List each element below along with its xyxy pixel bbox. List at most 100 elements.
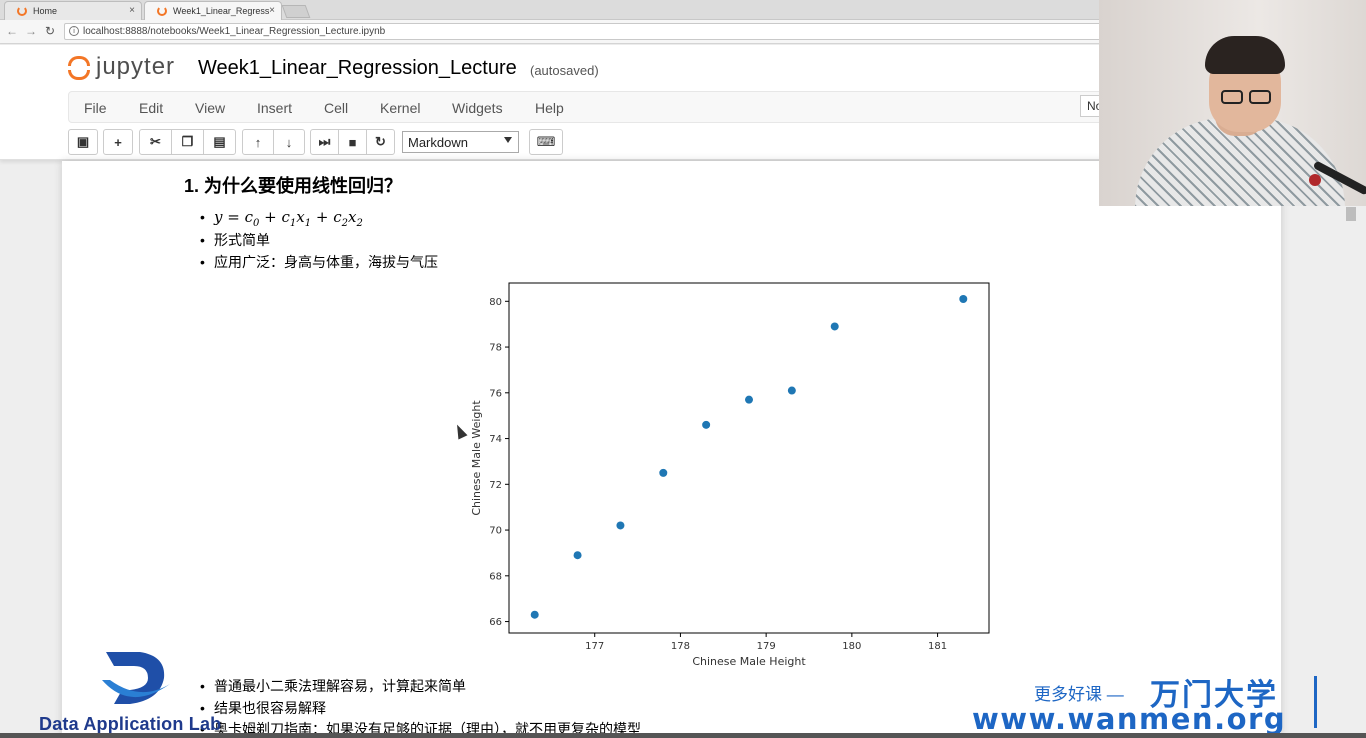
x-tick-label: 179	[757, 641, 776, 652]
menu-edit[interactable]: Edit	[139, 100, 164, 116]
clipboard-group: ✂ ❐ ▤	[139, 129, 236, 155]
scatter-point	[745, 395, 753, 404]
y-tick-label: 74	[489, 434, 502, 445]
list-item: • 形式简单	[200, 232, 270, 248]
jupyter-logo-icon[interactable]	[66, 54, 92, 84]
data-application-lab-logo-icon	[102, 652, 170, 704]
watermark-url: www.wanmen.org	[972, 702, 1287, 736]
list-item: • 应用广泛：身高与体重，海拔与气压	[200, 254, 438, 270]
step-forward-icon: ⏭	[318, 134, 331, 149]
menu-widgets[interactable]: Widgets	[452, 100, 503, 116]
notebook-title[interactable]: Week1_Linear_Regression_Lecture	[198, 57, 517, 79]
stop-button[interactable]: ■	[338, 129, 367, 155]
bullet-formula: • y = c0 + c1x1 + c2x2	[200, 208, 363, 229]
cut-button[interactable]: ✂	[139, 129, 172, 155]
menu-kernel[interactable]: Kernel	[380, 100, 421, 116]
scatter-point	[573, 551, 582, 560]
bottom-strip	[0, 733, 1366, 738]
bullet-text: 形式简单	[214, 232, 270, 248]
data-application-lab-text: Data Application Lab	[39, 714, 222, 734]
presenter-webcam	[1099, 0, 1366, 206]
scissors-icon: ✂	[150, 134, 161, 149]
scatter-point	[830, 322, 839, 331]
menu-bar: File Edit View Insert Cell Kernel Widget…	[68, 91, 1128, 123]
forward-arrow-icon[interactable]: →	[25, 24, 37, 38]
y-tick-label: 70	[489, 526, 502, 537]
reload-icon[interactable]: ↻	[45, 24, 56, 38]
scatter-chart: 177 178 179 180 181 66 68 70 72 74 76 78 80 Chinese …	[470, 282, 990, 668]
menu-insert[interactable]: Insert	[257, 100, 293, 116]
command-palette-button[interactable]: ⌨	[529, 129, 563, 155]
menu-help[interactable]: Help	[535, 100, 564, 116]
menu-view[interactable]: View	[195, 100, 226, 116]
close-icon[interactable]: ×	[129, 5, 135, 16]
y-tick-label: 72	[489, 480, 502, 491]
scatter-point	[787, 386, 796, 395]
run-group: ⏭ ■ ↻	[310, 129, 395, 155]
watermark-slogan: 更多好课 —	[1034, 685, 1124, 704]
tab-home-label: Home	[33, 6, 58, 16]
watermark-brand: 万门大学	[1150, 678, 1278, 713]
cell-type-select[interactable]: Markdown	[402, 131, 519, 153]
y-tick-label: 68	[489, 571, 502, 582]
move-up-button[interactable]: ↑	[242, 129, 274, 155]
stop-icon: ■	[348, 134, 357, 150]
insert-cell-button[interactable]: +	[103, 129, 133, 155]
paste-button[interactable]: ▤	[203, 129, 236, 155]
x-tick-label: 177	[585, 641, 604, 652]
restart-icon: ↻	[375, 134, 386, 149]
scatter-point	[659, 468, 668, 477]
autosave-status: (autosaved)	[530, 63, 599, 78]
jupyter-tab-icon	[157, 6, 167, 16]
paste-icon: ▤	[213, 134, 226, 149]
run-button[interactable]: ⏭	[310, 129, 339, 155]
cell-type-value: Markdown	[408, 135, 468, 150]
close-icon[interactable]: ×	[269, 5, 275, 16]
restart-button[interactable]: ↻	[366, 129, 395, 155]
y-axis-label: Chinese Male Weight	[470, 400, 483, 516]
copy-button[interactable]: ❐	[171, 129, 204, 155]
scatter-point	[702, 420, 711, 429]
x-tick-label: 181	[928, 641, 947, 652]
save-button[interactable]: ▣	[68, 129, 98, 155]
watermark-divider	[1314, 676, 1317, 728]
arrow-down-icon: ↓	[285, 134, 293, 150]
y-tick-label: 80	[489, 297, 502, 308]
new-tab-button[interactable]	[281, 5, 311, 18]
save-icon: ▣	[76, 134, 90, 149]
x-axis-label: Chinese Male Height	[692, 655, 806, 668]
scatter-point	[959, 295, 968, 304]
copy-icon: ❐	[181, 134, 194, 149]
tab-home[interactable]: Home ×	[4, 1, 142, 20]
tab-notebook-label: Week1_Linear_Regress	[173, 6, 270, 16]
scatter-point	[530, 610, 539, 619]
scrollbar-thumb[interactable]	[1346, 207, 1356, 221]
y-tick-label: 78	[489, 343, 502, 354]
move-down-button[interactable]: ↓	[273, 129, 305, 155]
tab-notebook[interactable]: Week1_Linear_Regress ×	[144, 1, 282, 20]
jupyter-tab-icon	[17, 6, 27, 16]
browser-tab-bar: Home × Week1_Linear_Regress ×	[0, 0, 1366, 20]
y-tick-label: 76	[489, 388, 502, 399]
info-icon[interactable]: i	[69, 26, 79, 36]
url-input[interactable]: i localhost:8888/notebooks/Week1_Linear_…	[64, 23, 1104, 40]
bullet-text: 应用广泛：身高与体重，海拔与气压	[214, 254, 438, 270]
chevron-down-icon	[504, 137, 512, 143]
scatter-point	[616, 521, 625, 530]
arrow-up-icon: ↑	[254, 134, 262, 150]
jupyter-logo-text[interactable]: jupyter	[96, 53, 176, 80]
move-group: ↑ ↓	[242, 129, 305, 155]
section-heading: 1. 为什么要使用线性回归？	[184, 176, 403, 196]
regression-formula: y = c0 + c1x1 + c2x2	[214, 208, 363, 229]
plot-frame	[508, 282, 990, 634]
plus-icon: +	[114, 134, 122, 150]
menu-file[interactable]: File	[84, 100, 107, 116]
menu-cell[interactable]: Cell	[324, 100, 349, 116]
list-item: • 结果也很容易解释	[200, 700, 326, 716]
bullet-text: 普通最小二乘法理解容易，计算起来简单	[214, 678, 466, 694]
bullet-text: 结果也很容易解释	[214, 700, 326, 716]
back-arrow-icon[interactable]: ←	[6, 24, 18, 38]
list-item: • 普通最小二乘法理解容易，计算起来简单	[200, 678, 466, 694]
x-tick-label: 180	[842, 641, 861, 652]
url-text: localhost:8888/notebooks/Week1_Linear_Re…	[83, 26, 386, 37]
